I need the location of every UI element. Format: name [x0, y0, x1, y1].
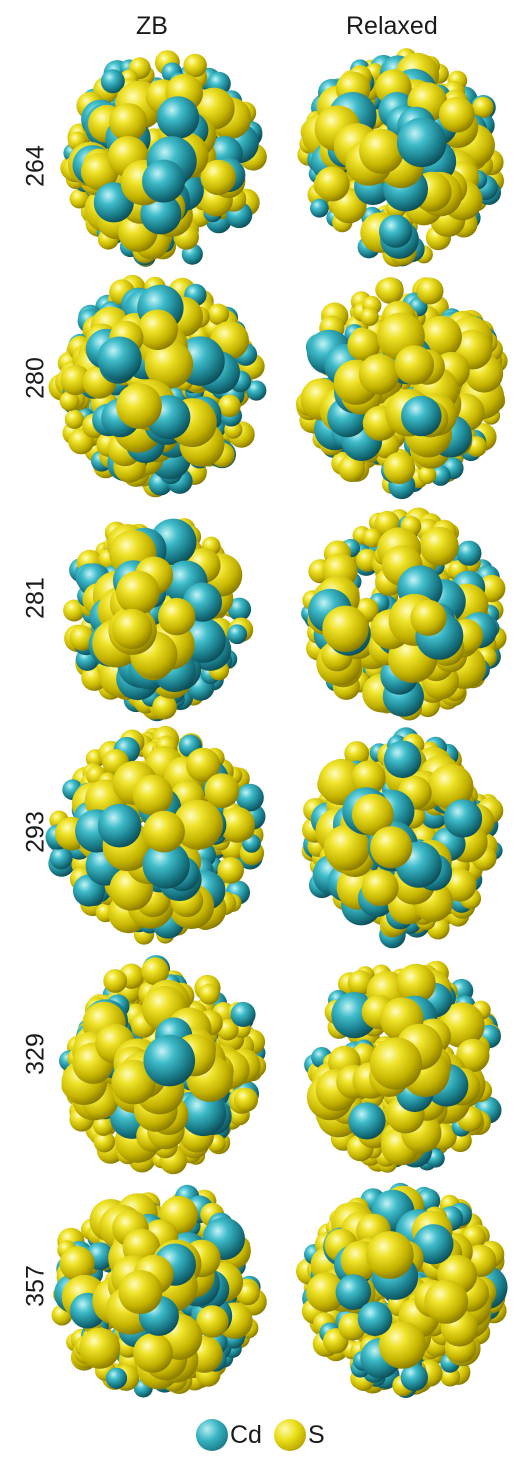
- cluster-image-329-relaxed: [304, 960, 502, 1173]
- legend-label-cd: Cd: [230, 1420, 262, 1449]
- cluster-image-357-zb: [51, 1184, 267, 1398]
- row-label-357: 357: [21, 1265, 50, 1307]
- cluster-image-280-zb: [48, 274, 267, 498]
- cluster-image-329-zb: [59, 955, 267, 1175]
- row-label-280: 280: [21, 357, 50, 399]
- cluster-image-281-zb: [63, 518, 254, 722]
- row-label-264: 264: [21, 145, 50, 187]
- row-label-281: 281: [21, 577, 50, 619]
- legend-label-s: S: [307, 1420, 325, 1449]
- legend: Cd S: [196, 1418, 337, 1452]
- cd-sphere-icon: [196, 1419, 228, 1451]
- column-header-relaxed: Relaxed: [346, 12, 438, 40]
- cluster-image-293-relaxed: [301, 727, 504, 949]
- cluster-image-264-relaxed: [297, 48, 504, 267]
- cluster-image-281-relaxed: [301, 507, 507, 721]
- cluster-image-357-relaxed: [296, 1182, 508, 1398]
- s-sphere-icon: [273, 1419, 306, 1451]
- cluster-image-264-zb: [60, 50, 267, 267]
- column-header-zb: ZB: [136, 12, 168, 40]
- cluster-image-280-relaxed: [295, 277, 508, 500]
- row-label-329: 329: [21, 1033, 50, 1075]
- cluster-image-293-zb: [45, 725, 266, 945]
